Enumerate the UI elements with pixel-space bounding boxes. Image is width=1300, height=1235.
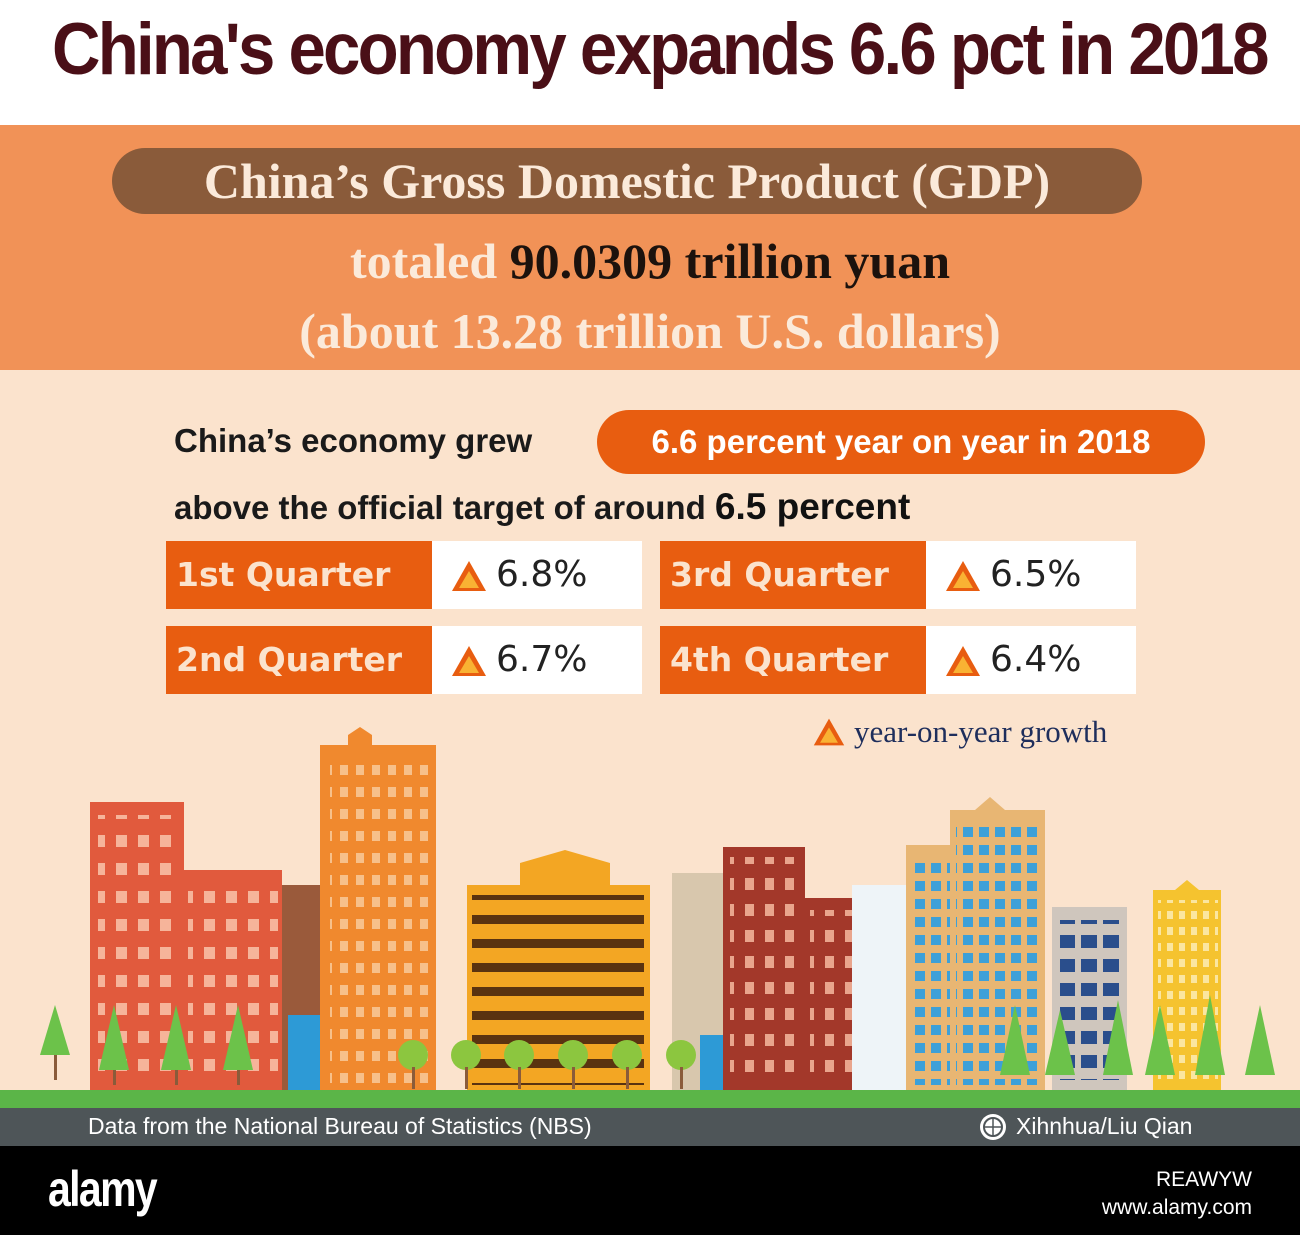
quarter-1-label: 1st Quarter — [166, 541, 432, 609]
quarter-1-value-box: 6.8% — [432, 541, 642, 609]
header: China's economy expands 6.6 pct in 2018 — [0, 0, 1300, 125]
triangle-up-icon — [452, 561, 486, 591]
gdp-title-pill — [112, 148, 1142, 214]
gdp-total-value: 90.0309 trillion yuan — [509, 233, 951, 289]
stock-image-id: REAWYW — [1155, 1168, 1252, 1191]
gdp-title: China’s Gross Domestic Product (GDP) — [203, 153, 1051, 209]
growth-highlight: 6.6 percent year on year in 2018 — [651, 423, 1151, 460]
gdp-usd-line: (about 13.28 trillion U.S. dollars) — [299, 303, 1001, 359]
quarter-2-value: 6.7% — [496, 639, 588, 680]
stock-url[interactable]: www.alamy.com — [1101, 1196, 1252, 1219]
quarter-4-label: 4th Quarter — [660, 626, 926, 694]
alamy-logo: alamy — [48, 1161, 158, 1217]
quarter-3-value-box: 6.5% — [926, 541, 1136, 609]
footer-credit: Xihnhua/Liu Qian — [1016, 1113, 1193, 1139]
triangle-up-icon — [946, 561, 980, 591]
triangle-up-icon — [452, 646, 486, 676]
quarter-3-value: 6.5% — [990, 554, 1082, 595]
quarter-2-value-box: 6.7% — [432, 626, 642, 694]
footer-bar — [0, 1108, 1300, 1146]
quarter-4-value-box: 6.4% — [926, 626, 1136, 694]
quarter-3-label: 3rd Quarter — [660, 541, 926, 609]
ground-strip — [0, 1090, 1300, 1110]
triangle-up-icon — [813, 718, 845, 746]
quarter-2-label: 2nd Quarter — [166, 626, 432, 694]
target-value: 6.5 percent — [714, 486, 911, 527]
legend-label: year-on-year growth — [854, 714, 1108, 749]
triangle-up-icon — [946, 646, 980, 676]
stock-bar — [0, 1146, 1300, 1235]
headline: China's economy expands 6.6 pct in 2018 — [52, 9, 1269, 90]
legend: year-on-year growth — [812, 714, 1107, 750]
gdp-total-line: totaled 90.0309 trillion yuan — [0, 232, 1300, 290]
target-line: above the official target of around 6.5 … — [174, 486, 910, 528]
footer-source: Data from the National Bureau of Statist… — [88, 1113, 592, 1139]
quarter-1-value: 6.8% — [496, 554, 588, 595]
quarter-4-value: 6.4% — [990, 639, 1082, 680]
xinhua-globe-icon — [980, 1114, 1006, 1140]
cityscape-illustration — [40, 727, 1275, 1092]
target-prefix: above the official target of around — [174, 489, 706, 526]
gdp-total-prefix: totaled — [349, 233, 498, 289]
growth-highlight-pill — [597, 410, 1205, 474]
growth-lead: China’s economy grew — [174, 422, 533, 459]
